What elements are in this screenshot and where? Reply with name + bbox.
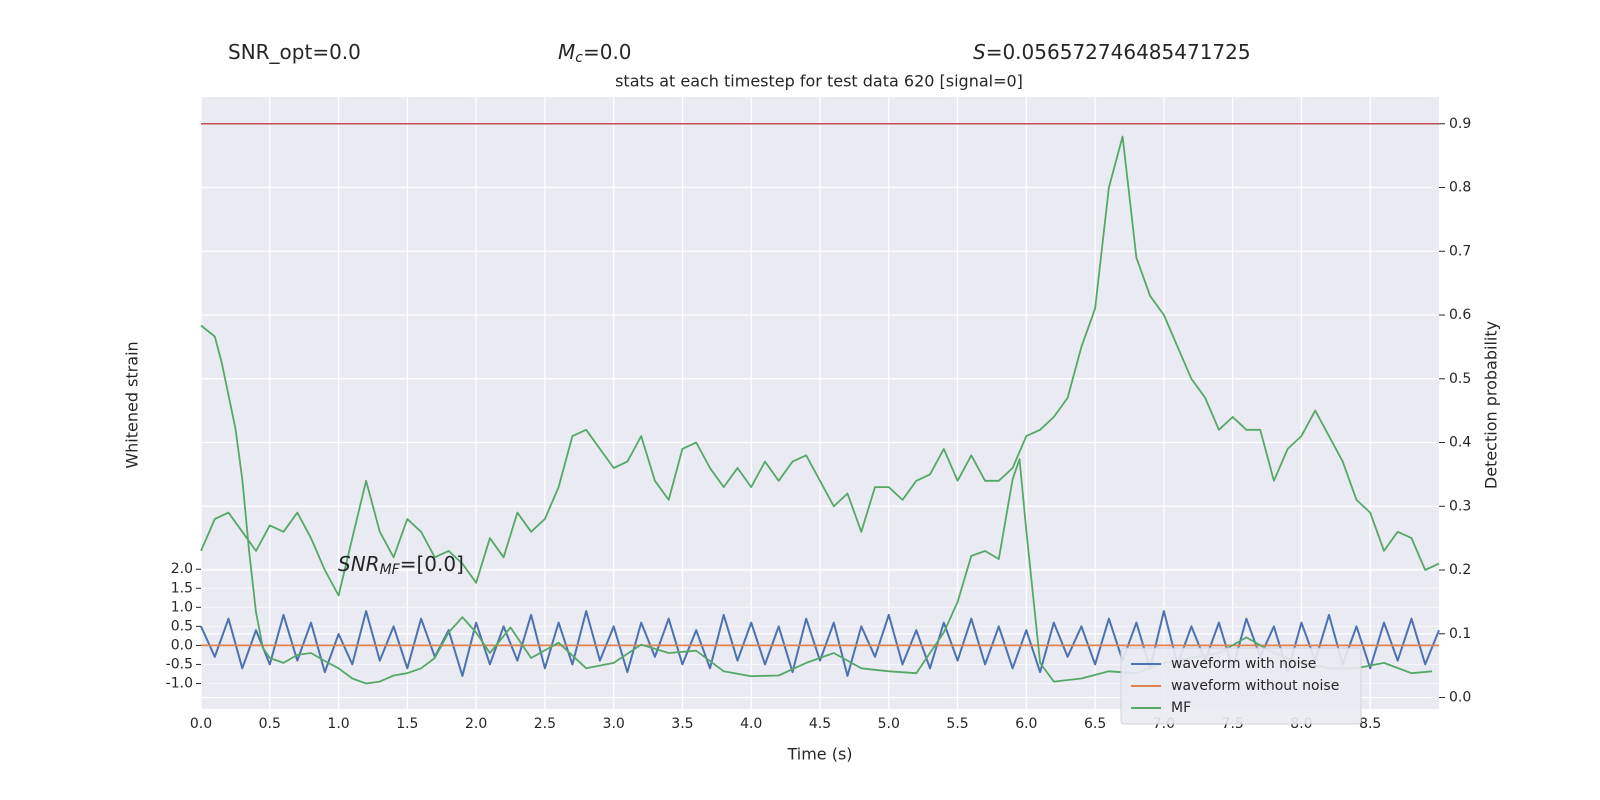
legend-label: waveform with noise: [1171, 656, 1316, 672]
y2-tick-label: 0.2: [1449, 562, 1471, 578]
y2-tick-label: 0.3: [1449, 498, 1471, 514]
annotation-text: =[0.0]: [400, 552, 464, 576]
x-tick-label: 0.5: [259, 716, 281, 732]
annotation-subscript: MF: [380, 562, 401, 578]
x-axis-label: Time (s): [786, 745, 852, 764]
x-tick-label: 6.5: [1084, 716, 1106, 732]
x-tick-label: 3.5: [671, 716, 693, 732]
y2-tick-label: 0.6: [1449, 307, 1471, 323]
y2-tick-label: 0.7: [1449, 243, 1471, 259]
x-tick-label: 4.0: [740, 716, 762, 732]
y2-tick-label: 0.5: [1449, 371, 1471, 387]
x-tick-label: 3.0: [603, 716, 625, 732]
y2-tick-label: 0.9: [1449, 116, 1471, 132]
annotation-text: SNR_opt=0.0: [228, 40, 361, 64]
x-tick-label: 6.0: [1015, 716, 1037, 732]
y2-tick-label: 0.8: [1449, 180, 1471, 196]
y2-tick-label: 0.0: [1449, 690, 1471, 706]
annotation-text: =0.056572746485471725: [986, 40, 1251, 64]
x-tick-label: 2.0: [465, 716, 487, 732]
y-axis-label: Whitened strain: [123, 341, 142, 468]
x-tick-label: 5.5: [946, 716, 968, 732]
legend-label: waveform without noise: [1171, 678, 1339, 694]
line-series: [200, 135, 1440, 597]
y2-tick-label: 0.4: [1449, 435, 1471, 451]
y-tick-label: -0.5: [166, 656, 193, 672]
x-tick-label: 5.0: [878, 716, 900, 732]
y-tick-label: 0.5: [171, 618, 193, 634]
y2-tick-label: 0.1: [1449, 626, 1471, 642]
annotation-text: =0.0: [583, 40, 632, 64]
annotation: S=0.056572746485471725: [973, 40, 1251, 64]
legend-box: [1120, 647, 1362, 725]
x-tick-label: 4.5: [809, 716, 831, 732]
y-tick-label: 0.0: [171, 637, 193, 653]
x-tick-label: 8.5: [1359, 716, 1381, 732]
y2-axis-label: Detection probability: [1482, 321, 1501, 489]
annotation-symbol: SNR: [338, 552, 380, 576]
y-tick-label: 2.0: [171, 561, 193, 577]
annotation: Mc=0.0: [558, 40, 632, 67]
x-tick-label: 2.5: [534, 716, 556, 732]
y-tick-label: 1.0: [171, 599, 193, 615]
y-tick-label: -1.0: [166, 675, 193, 691]
annotation: SNRMF=[0.0]: [338, 552, 464, 579]
annotation-subscript: c: [575, 50, 583, 66]
y-tick-label: 1.5: [171, 580, 193, 596]
chart-title: stats at each timestep for test data 620…: [615, 72, 1023, 91]
x-tick-label: 1.5: [396, 716, 418, 732]
annotation-symbol: M: [558, 40, 575, 64]
annotation: SNR_opt=0.0: [228, 40, 361, 64]
x-tick-label: 0.0: [190, 716, 212, 732]
annotation-symbol: S: [973, 40, 986, 64]
x-tick-label: 1.0: [327, 716, 349, 732]
legend-label: MF: [1171, 700, 1191, 716]
